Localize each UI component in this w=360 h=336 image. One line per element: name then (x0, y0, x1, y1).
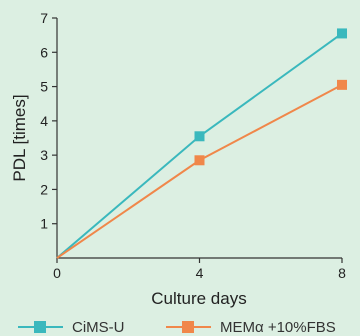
x-tick-label: 4 (196, 265, 204, 281)
ticks: 1 2 3 4 5 6 7 0 4 8 (40, 10, 346, 281)
y-tick-label: 4 (40, 113, 48, 129)
legend-marker (182, 321, 194, 333)
y-tick-label: 6 (40, 44, 48, 60)
legend: CiMS-U MEMα +10%FBS (18, 319, 336, 336)
series-line-1 (56, 83, 343, 259)
y-tick-label: 5 (40, 79, 48, 95)
y-tick-label: 1 (40, 216, 48, 232)
x-tick-label: 8 (338, 265, 346, 281)
series-layer (56, 28, 347, 259)
series-marker-0 (337, 28, 347, 39)
legend-item: CiMS-U (18, 319, 125, 336)
legend-label: MEMα +10%FBS (220, 319, 336, 336)
y-tick-label: 3 (40, 147, 48, 163)
series-marker-1 (337, 79, 347, 90)
series-marker-1 (194, 155, 205, 166)
legend-label: CiMS-U (72, 319, 125, 336)
x-axis-title: Culture days (151, 289, 246, 308)
y-tick-label: 2 (40, 181, 48, 197)
series-marker-0 (194, 131, 205, 142)
series-line-0 (56, 32, 343, 259)
y-tick-label: 7 (40, 10, 48, 26)
legend-marker (34, 321, 46, 333)
x-tick-label: 0 (53, 265, 61, 281)
y-axis-title: PDL [times] (10, 94, 29, 181)
legend-item: MEMα +10%FBS (166, 319, 336, 336)
